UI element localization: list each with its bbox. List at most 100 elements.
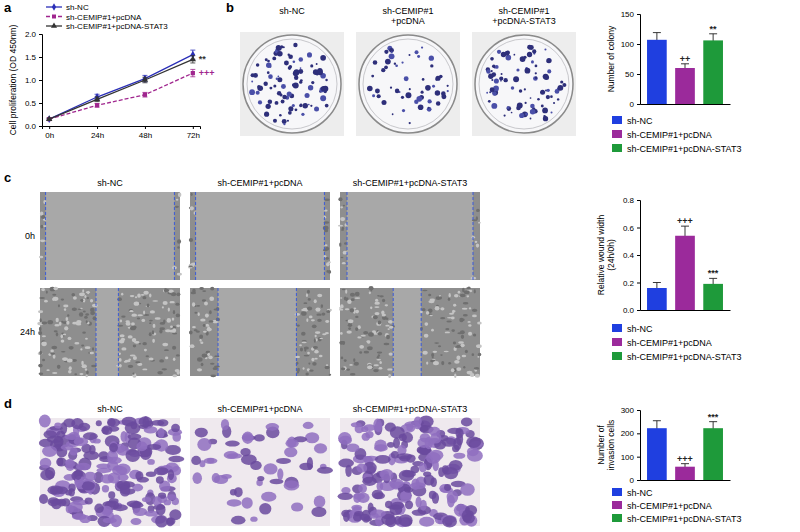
invaded-cell bbox=[429, 491, 436, 499]
colony bbox=[560, 80, 563, 83]
colony bbox=[500, 80, 502, 82]
invaded-cell bbox=[225, 441, 240, 447]
invaded-cell bbox=[465, 505, 477, 515]
cell bbox=[342, 262, 346, 264]
cell bbox=[312, 324, 317, 328]
cell bbox=[314, 338, 316, 342]
colony bbox=[558, 85, 564, 91]
cell bbox=[82, 332, 86, 334]
colony bbox=[562, 83, 566, 87]
cell bbox=[201, 363, 204, 366]
colony bbox=[316, 63, 318, 65]
colony bbox=[280, 45, 283, 48]
invaded-cell bbox=[121, 431, 128, 442]
cell bbox=[474, 289, 476, 293]
cell bbox=[137, 314, 143, 316]
colony bbox=[436, 101, 441, 106]
invaded-cell bbox=[455, 428, 463, 438]
photo-background bbox=[340, 288, 480, 376]
colony bbox=[530, 104, 535, 109]
colony bbox=[540, 90, 545, 95]
invaded-cell bbox=[303, 422, 314, 429]
cell bbox=[309, 316, 313, 319]
cell bbox=[373, 369, 379, 372]
tick: 0h bbox=[45, 126, 54, 140]
colony bbox=[385, 59, 391, 65]
invaded-cell bbox=[284, 480, 300, 490]
invaded-cell bbox=[107, 457, 121, 464]
cell bbox=[467, 371, 473, 375]
cell bbox=[354, 362, 359, 366]
cell bbox=[297, 324, 300, 326]
cell bbox=[388, 368, 392, 370]
invaded-cell bbox=[191, 456, 201, 465]
cell bbox=[52, 372, 57, 374]
panel-label: b bbox=[226, 0, 234, 15]
legend: sh-NCsh-CEMIP#1+pcDNAsh-CEMIP#1+pcDNA-ST… bbox=[612, 324, 741, 362]
invaded-cell bbox=[428, 427, 440, 436]
cell bbox=[346, 368, 350, 370]
cell bbox=[86, 371, 89, 375]
tick-mark bbox=[637, 457, 640, 458]
wound-edge bbox=[393, 288, 394, 376]
axis-title: Number of colony bbox=[606, 25, 616, 92]
cell bbox=[132, 373, 136, 378]
colony bbox=[308, 85, 313, 90]
legend-marker bbox=[52, 3, 56, 10]
cell bbox=[367, 346, 373, 350]
cell bbox=[325, 320, 329, 323]
cell bbox=[54, 324, 59, 326]
colony bbox=[547, 61, 549, 63]
photo-background bbox=[340, 418, 480, 526]
axis-title: Number of bbox=[596, 425, 606, 465]
cell bbox=[379, 367, 383, 369]
axis-title: Cell proliferation (OD 450nm) bbox=[8, 25, 18, 136]
invaded-cell bbox=[156, 504, 166, 516]
cell bbox=[329, 374, 332, 376]
cell bbox=[300, 347, 303, 351]
invaded-cell bbox=[254, 434, 265, 441]
colony bbox=[293, 43, 297, 47]
cell bbox=[131, 313, 137, 316]
cell bbox=[172, 374, 177, 377]
cell bbox=[68, 370, 72, 373]
legend-label: sh-CEMIP#1+pcDNA bbox=[627, 130, 712, 140]
cell bbox=[424, 322, 428, 326]
cell bbox=[319, 338, 322, 340]
cell bbox=[74, 342, 79, 344]
cell bbox=[312, 362, 316, 366]
colony bbox=[293, 70, 299, 76]
cell bbox=[64, 308, 66, 311]
legend: sh-NCsh-CEMIP#1+pcDNAsh-CEMIP#1+pcDNA-ST… bbox=[612, 116, 741, 154]
colony bbox=[507, 106, 512, 111]
cell bbox=[346, 330, 351, 333]
legend-swatch bbox=[612, 501, 622, 509]
tick: 0.8 bbox=[623, 196, 640, 205]
invaded-cell bbox=[102, 485, 109, 492]
cell bbox=[422, 290, 427, 292]
cell bbox=[469, 307, 471, 309]
cell bbox=[40, 225, 43, 229]
colony bbox=[281, 100, 285, 104]
cell bbox=[385, 325, 389, 327]
cell bbox=[177, 273, 182, 276]
marker bbox=[190, 56, 196, 62]
colony bbox=[513, 54, 515, 56]
invaded-cell bbox=[195, 428, 208, 438]
invaded-cell bbox=[467, 450, 483, 462]
colony bbox=[447, 85, 449, 87]
colony bbox=[427, 107, 432, 112]
cell bbox=[79, 292, 85, 296]
image-label: sh-NC bbox=[97, 178, 123, 188]
invaded-cell bbox=[374, 444, 388, 451]
cell bbox=[141, 319, 145, 322]
panel-label: a bbox=[4, 0, 12, 15]
colony bbox=[519, 89, 522, 92]
cell bbox=[82, 289, 84, 292]
photographs bbox=[39, 415, 484, 528]
image-label: sh-CEMIP#1+pcDNA-STAT3 bbox=[353, 404, 467, 414]
invaded-cell bbox=[389, 479, 403, 489]
cell bbox=[131, 322, 135, 325]
cell bbox=[468, 324, 471, 326]
cell bbox=[209, 296, 214, 301]
